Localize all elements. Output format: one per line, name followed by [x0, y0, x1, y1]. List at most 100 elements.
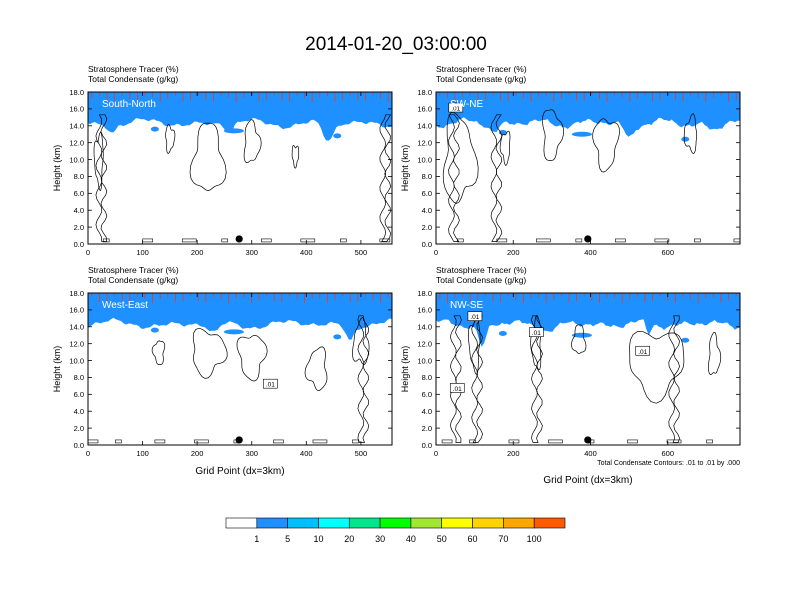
condensate-ground-contour	[536, 238, 551, 243]
cross-section-label: SW-NE	[450, 99, 483, 110]
y-tick-label: 2.0	[422, 424, 432, 433]
y-tick-label: 18.0	[69, 289, 84, 298]
condensate-contour	[236, 334, 268, 382]
colorbar-box	[287, 517, 319, 529]
condensate-contour	[352, 317, 370, 365]
tracer-patch	[333, 334, 342, 340]
condensate-label: Total Condensate (g/kg)	[436, 275, 526, 285]
y-tick-label: 14.0	[417, 323, 432, 332]
colorbar-box	[441, 517, 473, 529]
x-tick-label: 500	[355, 248, 368, 257]
cross-section-label: South-North	[102, 99, 156, 110]
condensate-ground-contour	[615, 238, 626, 243]
condensate-ground-contour	[312, 439, 328, 444]
y-tick-label: 10.0	[417, 356, 432, 365]
plot-area	[436, 293, 740, 444]
contour-label-box	[449, 383, 465, 393]
condensate-contour	[708, 331, 722, 376]
condensate-contour	[442, 111, 479, 204]
y-tick-label: 4.0	[74, 206, 84, 215]
condensate-ground-contour	[102, 238, 110, 243]
colorbar-level-label: 60	[468, 534, 478, 544]
y-tick-label: 16.0	[417, 306, 432, 315]
condensate-ground-contour	[221, 238, 229, 243]
condensate-ground-contour	[456, 238, 464, 243]
x-tick-label: 600	[662, 248, 675, 257]
condensate-ground-contour	[154, 439, 166, 444]
colorbar-level-label: 5	[285, 534, 290, 544]
tracer-patch	[150, 327, 159, 333]
contour-label-box	[263, 378, 278, 389]
colorbar-level-label: 70	[498, 534, 508, 544]
condensate-contour	[151, 340, 166, 365]
condensate-ground-contour	[379, 238, 391, 243]
condensate-ground-contour	[548, 439, 563, 444]
colorbar-level-label: 20	[344, 534, 354, 544]
x-tick-label: 200	[507, 449, 520, 458]
tracer-layer-l1	[436, 293, 740, 347]
y-axis-label: Height (km)	[400, 346, 410, 393]
x-axis-label: Grid Point (dx=3km)	[543, 475, 632, 486]
y-tick-label: 10.0	[417, 155, 432, 164]
contour-label: .01	[638, 349, 647, 356]
y-tick-label: 10.0	[69, 155, 84, 164]
colorbar-box	[472, 517, 504, 529]
y-tick-label: 0.0	[74, 441, 84, 450]
condensate-ground-contour	[706, 439, 713, 444]
y-tick-label: 18.0	[417, 289, 432, 298]
y-tick-label: 18.0	[417, 88, 432, 97]
condensate-ground-contour	[352, 439, 359, 444]
colorbar-box	[533, 517, 566, 529]
y-tick-label: 2.0	[74, 424, 84, 433]
colorbar-level-label: 100	[527, 534, 542, 544]
tracer-layer-l1	[88, 293, 392, 340]
x-tick-label: 300	[245, 248, 258, 257]
x-tick-label: 0	[434, 248, 438, 257]
panel-1: South-North Stratosphere Tracer (%)Total …	[52, 64, 393, 257]
cross-section-label: West-East	[102, 300, 148, 311]
tracer-patch	[333, 133, 342, 139]
tracer-patch	[223, 128, 244, 134]
location-marker	[584, 436, 592, 444]
panel-4: .01 .01 .01 .01 NW-SE Stratosphere Tracer (%)…	[400, 265, 741, 486]
tracer-patch	[571, 131, 592, 137]
tracer-patch	[498, 331, 507, 337]
tracer-label: Stratosphere Tracer (%)	[436, 64, 527, 74]
location-marker	[235, 436, 243, 444]
condensate-contour	[243, 119, 262, 163]
colorbar: 1 5 10 20 30 40 50 60 70 100	[225, 517, 566, 544]
condensate-contour	[93, 131, 104, 191]
contour-label-box	[635, 345, 651, 356]
y-tick-label: 18.0	[69, 88, 84, 97]
contour-label: .01	[266, 382, 275, 389]
condensate-ground-contour	[666, 439, 682, 444]
contour-label-box	[448, 102, 464, 113]
condensate-contour	[542, 109, 564, 161]
tracer-patch	[681, 337, 690, 343]
colorbar-level-label: 40	[406, 534, 416, 544]
condensate-contour	[165, 124, 176, 154]
condensate-contour	[592, 118, 620, 173]
y-tick-label: 12.0	[417, 138, 432, 147]
x-tick-label: 400	[584, 248, 597, 257]
condensate-contour	[291, 145, 300, 169]
condensate-contour	[629, 331, 685, 404]
condensate-ground-contour	[181, 238, 197, 243]
tracer-label: Stratosphere Tracer (%)	[88, 265, 179, 275]
y-tick-label: 14.0	[69, 323, 84, 332]
colorbar-box	[348, 517, 381, 529]
condensate-ground-contour	[340, 238, 347, 243]
contour-label: .01	[451, 106, 460, 113]
contour-label: .01	[532, 330, 541, 337]
condensate-ground-contour	[441, 439, 453, 444]
y-tick-label: 14.0	[69, 122, 84, 131]
colorbar-box	[256, 517, 288, 529]
y-axis-label: Height (km)	[52, 346, 62, 393]
x-tick-label: 400	[584, 449, 597, 458]
plot-area	[88, 293, 392, 444]
y-tick-label: 12.0	[69, 138, 84, 147]
y-tick-label: 16.0	[69, 306, 84, 315]
colorbar-box	[379, 517, 412, 529]
y-tick-label: 16.0	[417, 105, 432, 114]
colorbar-level-label: 1	[254, 534, 259, 544]
